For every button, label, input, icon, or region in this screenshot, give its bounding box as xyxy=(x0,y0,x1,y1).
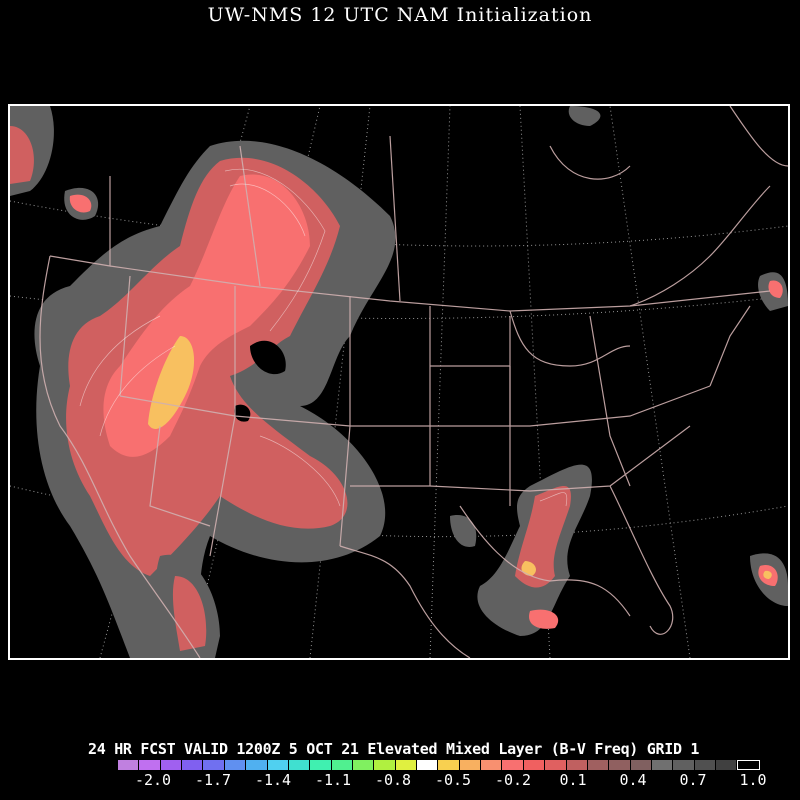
colorbar-tick-label: -0.5 xyxy=(434,771,472,789)
map-canvas xyxy=(10,106,788,658)
colorbar-tick-label: -1.7 xyxy=(194,771,232,789)
colorbar-swatch xyxy=(716,760,738,770)
colorbar-swatch xyxy=(459,760,482,770)
colorbar-swatch xyxy=(288,760,311,770)
colorbar-swatch xyxy=(523,760,546,770)
map-caption: 24 HR FCST VALID 1200Z 5 OCT 21 Elevated… xyxy=(88,740,700,758)
page-title: UW-NMS 12 UTC NAM Initialization xyxy=(207,4,593,26)
colorbar-ticks: -2.0 -1.7 -1.4 -1.1 -0.8 -0.5 -0.2 0.1 0.4 0.7 1.0 xyxy=(100,771,780,791)
colorbar-swatch xyxy=(737,760,760,770)
colorbar-swatch xyxy=(587,760,610,770)
colorbar-swatch xyxy=(160,760,183,770)
colorbar-swatch xyxy=(609,760,631,770)
colorbar-swatch xyxy=(118,760,140,770)
colorbar-swatch xyxy=(438,760,460,770)
colorbar-swatch xyxy=(139,760,161,770)
colorbar-swatch xyxy=(673,760,695,770)
colorbar-swatch xyxy=(310,760,332,770)
colorbar-swatch xyxy=(566,760,588,770)
colorbar-swatch xyxy=(246,760,268,770)
colorbar-tick-label: -1.4 xyxy=(254,771,292,789)
colorbar-swatch xyxy=(331,760,353,770)
colorbar-tick-label: 1.0 xyxy=(739,771,767,789)
colorbar-tick-label: -0.8 xyxy=(374,771,412,789)
colorbar-tick-label: -0.2 xyxy=(494,771,532,789)
colorbar-swatch xyxy=(694,760,717,770)
forecast-map xyxy=(8,104,790,660)
eml-region-west-inner xyxy=(103,174,310,457)
boundaries xyxy=(39,106,788,658)
colorbar-swatch xyxy=(545,760,567,770)
eml-peak-utah xyxy=(148,336,195,429)
colorbar-tick-label: 0.4 xyxy=(619,771,647,789)
colorbar-swatch xyxy=(651,760,674,770)
colorbar-swatch xyxy=(502,760,524,770)
colorbar-swatch xyxy=(267,760,289,770)
colorbar-tick-label: 0.1 xyxy=(559,771,587,789)
colorbar xyxy=(118,760,760,770)
colorbar-swatch xyxy=(481,760,503,770)
colorbar-swatch xyxy=(352,760,375,770)
colorbar-tick-label: -1.1 xyxy=(314,771,352,789)
colorbar-swatch xyxy=(417,760,439,770)
colorbar-swatch xyxy=(395,760,418,770)
eml-shading xyxy=(10,106,788,658)
colorbar-swatch xyxy=(630,760,652,770)
colorbar-swatch xyxy=(374,760,396,770)
colorbar-swatch xyxy=(224,760,247,770)
colorbar-swatch xyxy=(203,760,225,770)
colorbar-swatch xyxy=(182,760,204,770)
colorbar-tick-label: -2.0 xyxy=(134,771,172,789)
colorbar-tick-label: 0.7 xyxy=(679,771,707,789)
